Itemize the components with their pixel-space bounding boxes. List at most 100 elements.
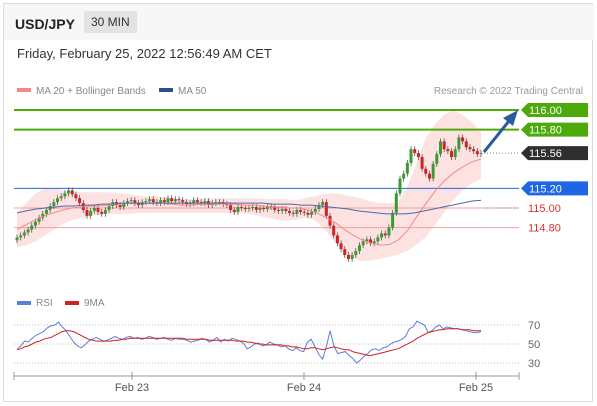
- candle-down: [70, 190, 74, 195]
- rsi-legend-swatch: [17, 301, 31, 305]
- ma9-legend-label: 9MA: [84, 298, 105, 309]
- interval-badge[interactable]: 30 MIN: [84, 11, 137, 33]
- candle-up: [313, 208, 317, 212]
- rsi-ma9-line: [16, 328, 481, 356]
- candle-up: [44, 209, 48, 214]
- candle-up: [41, 213, 45, 218]
- candle-down: [472, 149, 476, 152]
- price-legend: MA 20 + Bollinger Bands MA 50: [17, 86, 207, 97]
- candle-up: [203, 201, 207, 204]
- candle-up: [247, 208, 251, 209]
- candle-up: [52, 202, 56, 207]
- candle-down: [78, 198, 82, 204]
- candle-down: [413, 149, 417, 154]
- rsi-legend: RSI 9MA: [17, 298, 105, 309]
- rsi-tick-label: 50: [528, 339, 540, 351]
- candle-down: [468, 147, 472, 150]
- candle-up: [103, 209, 107, 214]
- candle-down: [343, 249, 347, 256]
- candle-up: [125, 201, 129, 204]
- candle-down: [339, 243, 343, 250]
- candle-up: [405, 162, 409, 174]
- candle-up: [173, 199, 177, 202]
- timestamp-text: Friday, February 25, 2022 12:56:49 AM CE…: [17, 46, 272, 61]
- rsi-tick-label: 70: [528, 320, 540, 332]
- chart-header: USD/JPY 30 MIN: [4, 4, 594, 40]
- candle-up: [236, 207, 240, 212]
- price-labels: 116.00 115.80 115.56 115.20 115.00 114.80: [521, 103, 588, 235]
- candle-down: [240, 207, 244, 209]
- ma9-legend-swatch: [65, 301, 79, 305]
- candle-up: [354, 251, 358, 256]
- candle-down: [284, 208, 288, 211]
- candle-up: [148, 199, 152, 202]
- candle-down: [324, 202, 328, 216]
- candle-up: [402, 173, 406, 179]
- candle-down: [195, 200, 199, 203]
- candle-up: [365, 239, 369, 242]
- candle-up: [357, 245, 361, 252]
- candle-up: [129, 200, 133, 202]
- candle-up: [391, 212, 395, 228]
- candle-up: [321, 202, 325, 206]
- resistance-label: 116.00: [529, 105, 562, 117]
- candle-down: [464, 141, 468, 148]
- candle-up: [376, 237, 380, 242]
- ma50-line: [16, 199, 482, 215]
- candle-up: [265, 206, 269, 209]
- candle-down: [346, 255, 350, 259]
- candle-down: [85, 209, 89, 216]
- candle-down: [232, 209, 236, 212]
- candle-up: [431, 163, 435, 179]
- candle-up: [479, 153, 483, 155]
- ma50-legend-swatch: [159, 88, 173, 92]
- candle-up: [59, 196, 63, 199]
- last-label-tag: [521, 146, 588, 161]
- x-tick-label: Feb 23: [115, 382, 149, 394]
- price-plot-area: [14, 109, 519, 262]
- candle-up: [409, 149, 413, 163]
- candle-up: [310, 211, 314, 215]
- candle-up: [457, 137, 461, 150]
- pivot-label-tag: [521, 181, 588, 196]
- candle-up: [107, 206, 111, 210]
- currency-pair-title: USD/JPY: [15, 16, 75, 32]
- rsi-plot-area: 70 50 30: [14, 320, 540, 370]
- resistance-label: 115.80: [529, 125, 562, 137]
- candle-down: [133, 200, 137, 204]
- candle-down: [291, 212, 295, 214]
- candle-down: [288, 210, 292, 213]
- candle-down: [332, 225, 336, 236]
- x-axis: Feb 23 Feb 24 Feb 25: [13, 372, 520, 394]
- candle-up: [89, 210, 93, 216]
- candle-up: [67, 190, 71, 194]
- candle-up: [295, 209, 299, 214]
- candle-down: [383, 233, 387, 236]
- candle-up: [280, 208, 284, 211]
- candle-up: [33, 221, 37, 226]
- candle-up: [453, 149, 457, 158]
- candle-up: [394, 193, 398, 213]
- candle-up: [361, 241, 365, 246]
- ma50-legend-label: MA 50: [178, 86, 207, 97]
- research-credit: Research © 2022 Trading Central: [434, 86, 583, 97]
- last-label: 115.56: [529, 148, 562, 160]
- candle-down: [254, 207, 258, 210]
- candle-down: [328, 215, 332, 226]
- ma20-bollinger-legend-swatch: [17, 88, 31, 92]
- candle-down: [229, 205, 233, 210]
- candle-down: [276, 209, 280, 211]
- candle-up: [22, 232, 26, 236]
- candle-up: [387, 227, 391, 236]
- candle-down: [137, 203, 141, 206]
- candle-up: [372, 241, 376, 244]
- candle-down: [243, 208, 247, 209]
- candle-up: [63, 193, 67, 197]
- candle-down: [299, 209, 303, 212]
- candle-up: [258, 208, 262, 210]
- x-tick-label: Feb 24: [287, 382, 321, 394]
- forecast-arrow-head: [503, 110, 518, 126]
- candle-down: [446, 149, 450, 152]
- candle-down: [442, 141, 446, 150]
- candle-down: [273, 207, 277, 210]
